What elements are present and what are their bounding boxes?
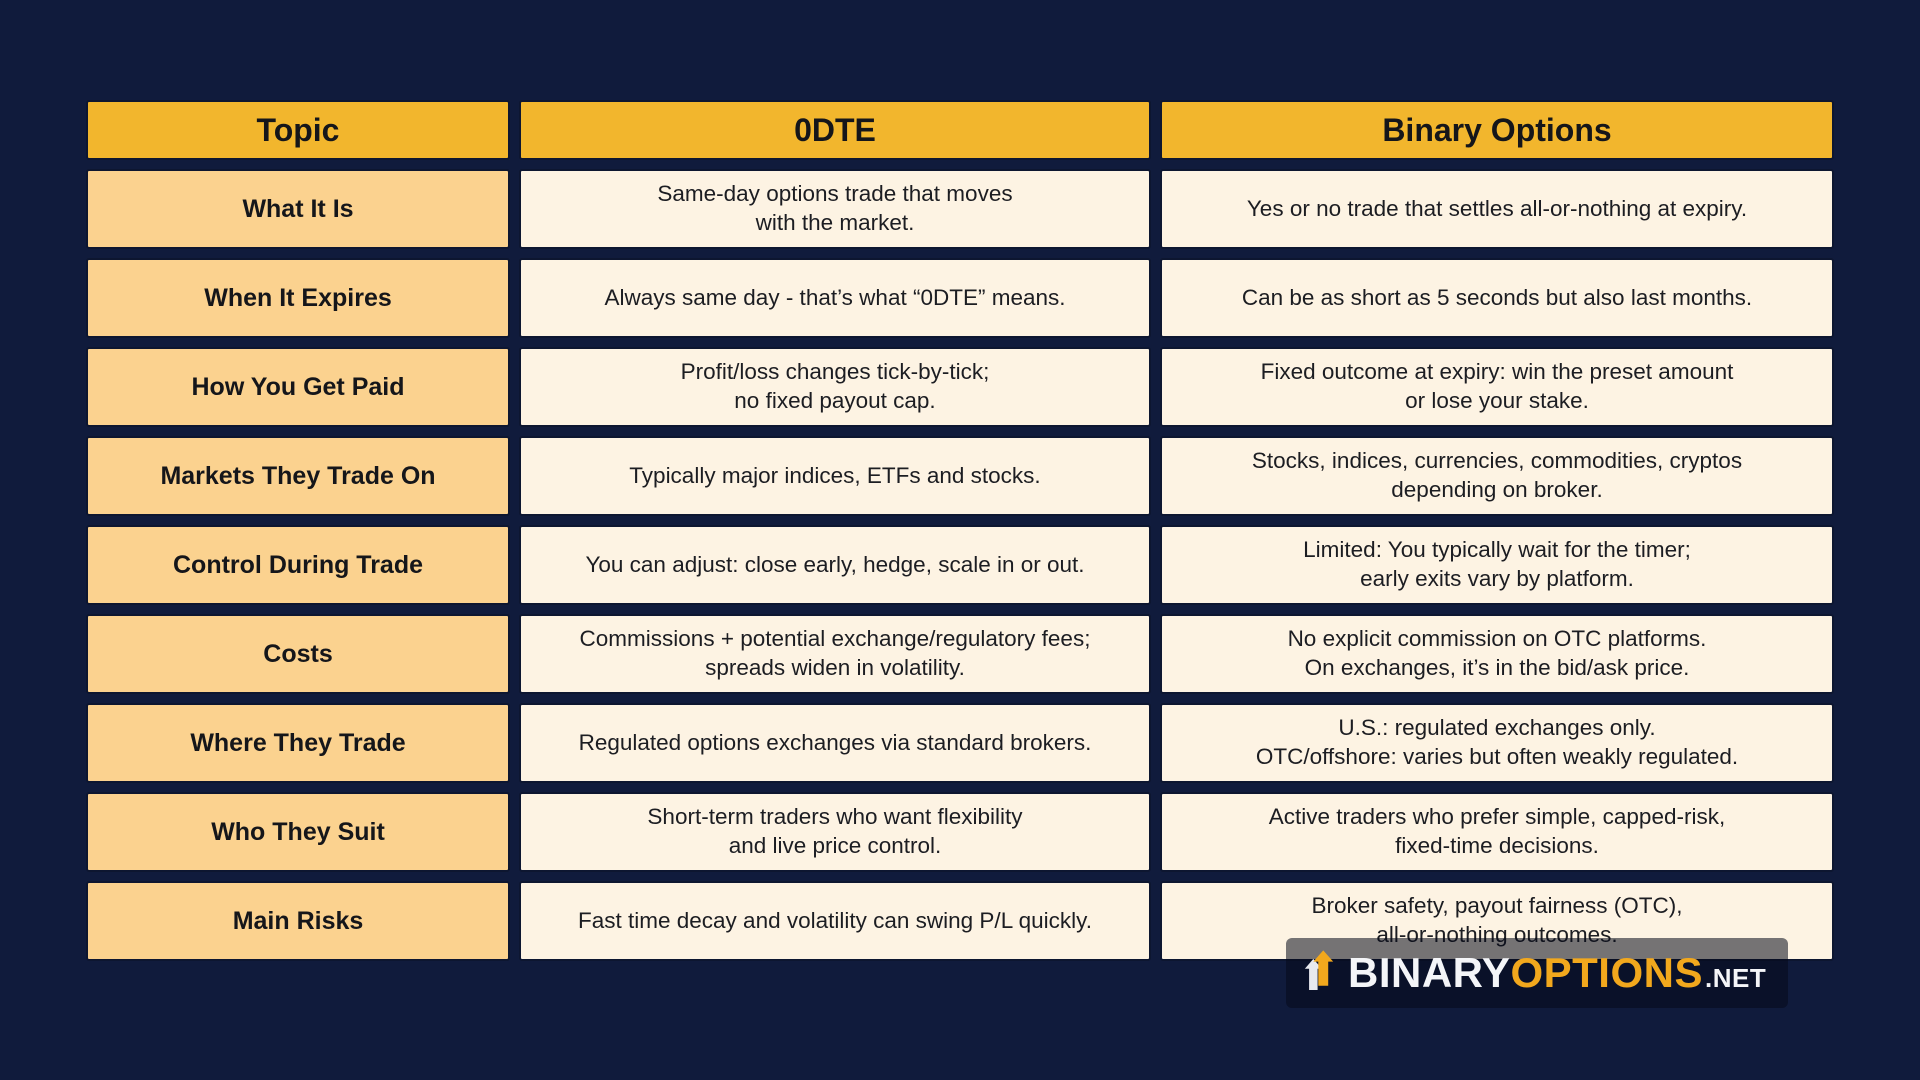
cell-0dte-how-you-get-paid: Profit/loss changes tick-by-tick; no fix… (519, 347, 1151, 427)
cell-binary-markets-they-trade-on: Stocks, indices, currencies, commodities… (1160, 436, 1834, 516)
comparison-table: Topic 0DTE Binary Options What It Is Sam… (86, 100, 1834, 961)
row-topic-where-they-trade: Where They Trade (86, 703, 510, 783)
cell-0dte-control-during-trade: You can adjust: close early, hedge, scal… (519, 525, 1151, 605)
comparison-grid: Topic 0DTE Binary Options What It Is Sam… (86, 100, 1834, 961)
row-topic-who-they-suit: Who They Suit (86, 792, 510, 872)
row-topic-costs: Costs (86, 614, 510, 694)
cell-binary-how-you-get-paid: Fixed outcome at expiry: win the preset … (1160, 347, 1834, 427)
binaryoptions-net-logo: BINARY OPTIONS .NET (1286, 938, 1789, 1008)
row-topic-control-during-trade: Control During Trade (86, 525, 510, 605)
cell-binary-who-they-suit: Active traders who prefer simple, capped… (1160, 792, 1834, 872)
header-cell-binary-options: Binary Options (1160, 100, 1834, 160)
cell-0dte-where-they-trade: Regulated options exchanges via standard… (519, 703, 1151, 783)
row-topic-markets-they-trade-on: Markets They Trade On (86, 436, 510, 516)
header-cell-topic: Topic (86, 100, 510, 160)
cell-0dte-costs: Commissions + potential exchange/regulat… (519, 614, 1151, 694)
cell-binary-when-it-expires: Can be as short as 5 seconds but also la… (1160, 258, 1834, 338)
cell-0dte-main-risks: Fast time decay and volatility can swing… (519, 881, 1151, 961)
cell-binary-where-they-trade: U.S.: regulated exchanges only. OTC/offs… (1160, 703, 1834, 783)
logo-text-binary: BINARY (1348, 949, 1511, 996)
cell-binary-what-it-is: Yes or no trade that settles all-or-noth… (1160, 169, 1834, 249)
logo-wordmark: BINARY OPTIONS .NET (1348, 952, 1766, 994)
row-topic-how-you-get-paid: How You Get Paid (86, 347, 510, 427)
cell-binary-main-risks: Broker safety, payout fairness (OTC), al… (1160, 881, 1834, 961)
double-up-arrow-icon (1302, 950, 1336, 996)
cell-0dte-when-it-expires: Always same day - that’s what “0DTE” mea… (519, 258, 1151, 338)
cell-binary-control-during-trade: Limited: You typically wait for the time… (1160, 525, 1834, 605)
header-cell-0dte: 0DTE (519, 100, 1151, 160)
row-topic-when-it-expires: When It Expires (86, 258, 510, 338)
cell-0dte-who-they-suit: Short-term traders who want flexibility … (519, 792, 1151, 872)
cell-0dte-what-it-is: Same-day options trade that moves with t… (519, 169, 1151, 249)
cell-0dte-markets-they-trade-on: Typically major indices, ETFs and stocks… (519, 436, 1151, 516)
row-topic-what-it-is: What It Is (86, 169, 510, 249)
logo-text-net: .NET (1704, 963, 1767, 993)
logo-text-options: OPTIONS (1510, 949, 1703, 996)
row-topic-main-risks: Main Risks (86, 881, 510, 961)
cell-binary-costs: No explicit commission on OTC platforms.… (1160, 614, 1834, 694)
